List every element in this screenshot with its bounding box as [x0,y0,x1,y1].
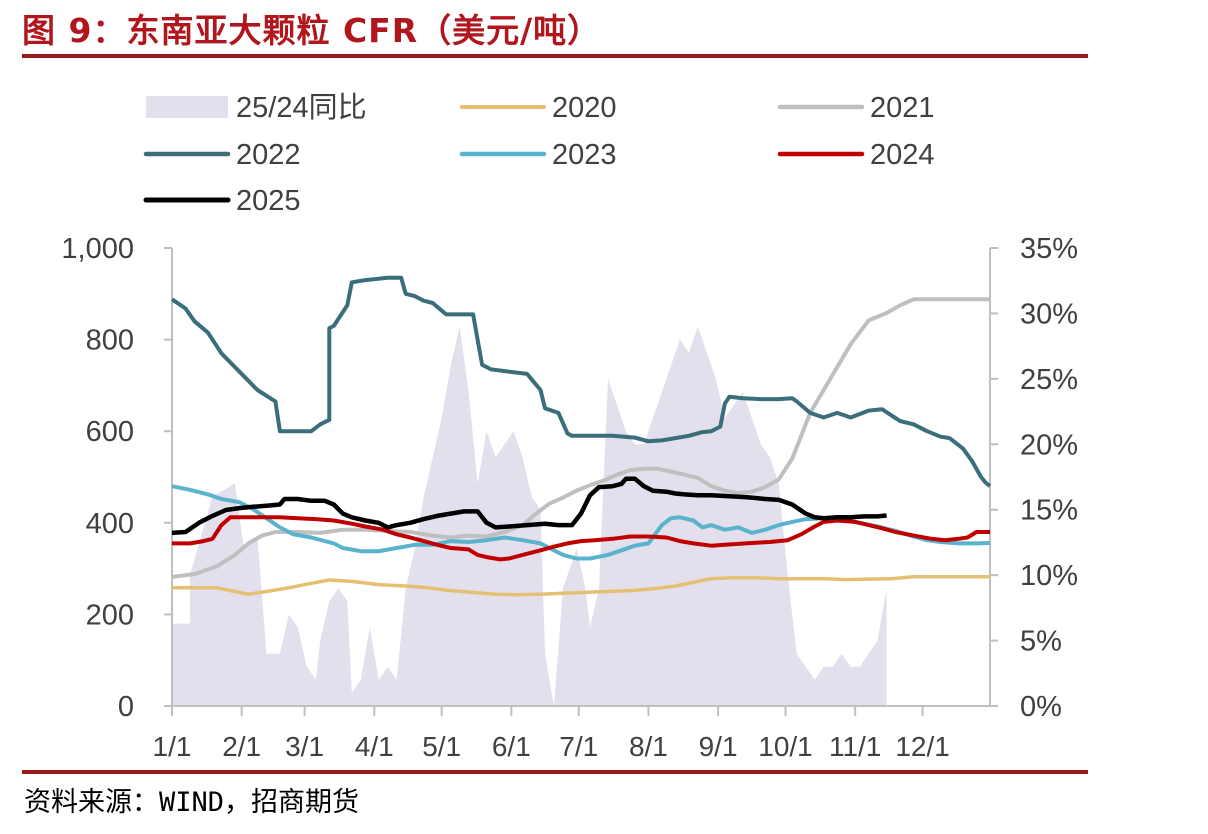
series-line-2021 [171,297,990,579]
legend-swatch-yoy [146,96,228,118]
chart-title: 图 9：东南亚大颗粒 CFR（美元/吨） [22,11,602,50]
legend-label: 25/24同比 [236,91,367,124]
x-tick-label: 3/1 [285,731,324,762]
x-tick-label: 12/1 [895,731,950,762]
x-tick-label: 4/1 [355,731,394,762]
x-tick-label: 5/1 [422,731,461,762]
x-tick-label: 8/1 [629,731,668,762]
y-right-tick-label: 35% [1020,233,1078,265]
legend-label: 2024 [870,139,935,171]
y-right-tick-label: 30% [1020,298,1078,330]
y-right-tick-label: 25% [1020,364,1078,396]
x-tick-label: 7/1 [559,731,598,762]
y-right-tick-label: 5% [1020,626,1062,658]
y-right-tick-label: 20% [1020,429,1078,461]
series-line-2024 [172,515,990,562]
series-line-2022 [170,275,992,488]
area-layer [172,326,887,706]
y-left-tick-label: 1,000 [61,233,134,265]
source-note: 资料来源：WIND，招商期货 [24,787,360,818]
legend-label: 2020 [552,92,617,124]
y-left-tick-label: 600 [86,416,134,448]
legend-label: 2023 [552,139,617,171]
legend: 25/24同比 2020 2021 2022 2023 2024 2025 [143,91,935,217]
title-rule [22,54,1088,58]
x-tick-label: 10/1 [758,731,813,762]
series-line-2025 [171,476,887,536]
legend-label: 2025 [236,185,301,217]
legend-label: 2021 [870,92,935,124]
y-left-tick-label: 0 [118,691,134,723]
series-line-2020 [172,575,990,597]
legend-label: 2022 [236,139,301,171]
y-right-tick-label: 0% [1020,691,1062,723]
axes-layer: 0 200 400 600 800 1,000 0% 5% 10% 15% 20% 25% 30% 35%… [61,233,1078,762]
x-tick-label: 9/1 [699,731,738,762]
x-tick-label: 2/1 [222,731,261,762]
y-left-tick-label: 800 [86,325,134,357]
source-rule [22,770,1088,774]
series-layer [170,275,992,597]
y-left-tick-label: 400 [86,508,134,540]
x-tick-label: 1/1 [153,731,192,762]
x-tick-label: 6/1 [492,731,531,762]
y-right-tick-label: 15% [1020,495,1078,527]
x-tick-label: 11/1 [829,731,881,762]
y-left-tick-label: 200 [86,599,134,631]
y-right-tick-label: 10% [1020,560,1078,592]
area-yoy [172,326,887,706]
